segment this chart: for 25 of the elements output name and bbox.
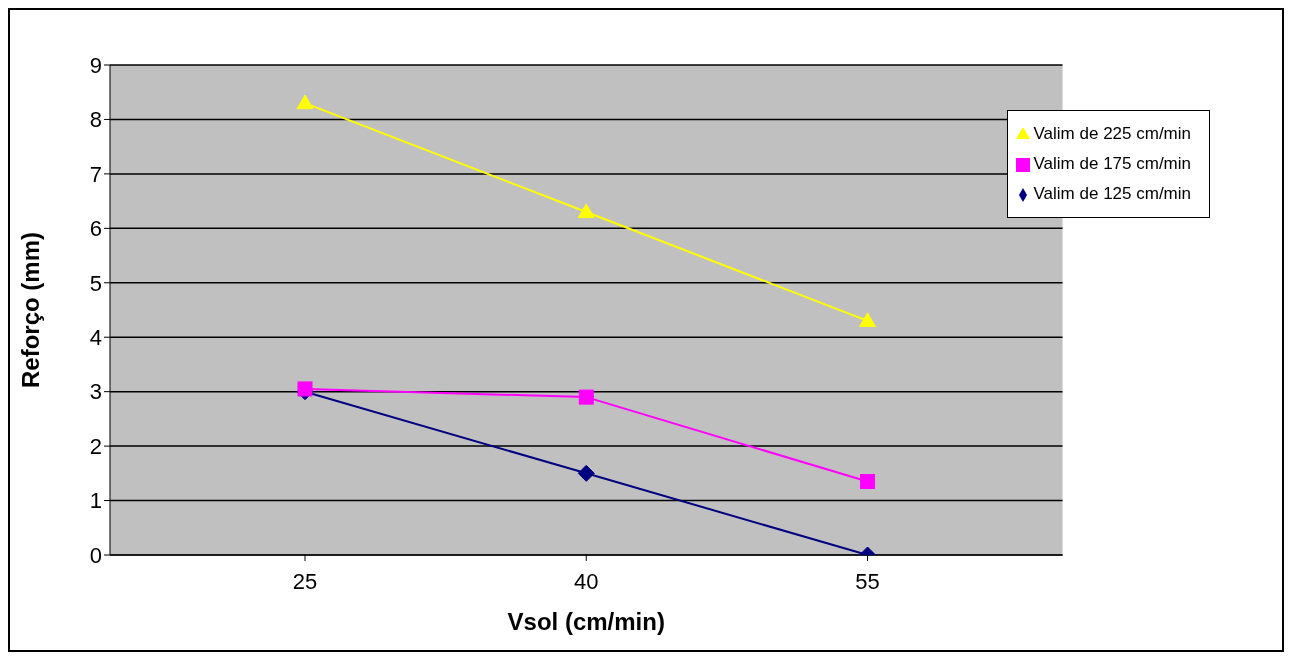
- point: [859, 312, 877, 327]
- y-tick-label: 3: [89, 379, 102, 405]
- point: [577, 203, 595, 219]
- y-tick-label: 7: [89, 161, 102, 187]
- y-tick-label: 4: [89, 325, 102, 351]
- y-tick-label: 2: [89, 433, 102, 459]
- y-tick-label: 1: [89, 488, 102, 514]
- y-tick-label: 0: [89, 542, 102, 568]
- x-tick-label: 55: [855, 568, 880, 594]
- point: [577, 464, 595, 482]
- y-tick-label: 5: [89, 270, 102, 296]
- x-tick-label: 25: [292, 568, 318, 594]
- x-tick-label: 40: [574, 568, 599, 594]
- legend-label: Valim de 225 cm/min: [1033, 124, 1191, 143]
- legend-label: Valim de 125 cm/min: [1033, 184, 1191, 203]
- y-tick-label: 8: [89, 107, 102, 133]
- y-tick-label: 9: [89, 52, 102, 78]
- x-axis-title: Vsol (cm/min): [507, 608, 665, 635]
- point: [578, 389, 594, 405]
- y-axis-title: Reforço (mm): [16, 231, 44, 389]
- point: [296, 94, 314, 110]
- point: [860, 474, 876, 489]
- point: [297, 381, 313, 397]
- legend-label: Valim de 175 cm/min: [1033, 154, 1191, 173]
- y-tick-label: 6: [89, 216, 102, 242]
